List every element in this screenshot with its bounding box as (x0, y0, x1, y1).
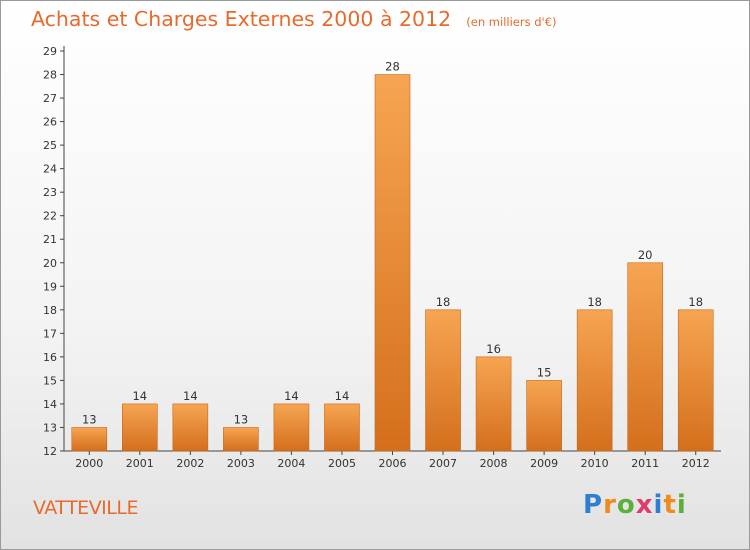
x-tick-label: 2005 (328, 457, 356, 470)
y-tick-label: 22 (43, 210, 57, 223)
chart-title: Achats et Charges Externes 2000 à 2012 (31, 7, 452, 31)
bar (425, 309, 461, 452)
logo-letter: t (663, 490, 677, 520)
logo-letter: i (653, 490, 664, 520)
bar (223, 427, 259, 452)
bar (122, 403, 158, 452)
logo-letter: i (676, 490, 687, 520)
x-tick-label: 2009 (530, 457, 558, 470)
y-tick-label: 14 (43, 398, 57, 411)
bars (71, 74, 714, 452)
bar (374, 74, 411, 452)
bar (71, 427, 108, 452)
bar-value-label: 14 (183, 389, 198, 403)
y-tick-label: 28 (43, 69, 57, 82)
bar (324, 403, 360, 452)
bar-value-label: 28 (385, 60, 400, 74)
x-tick-label: 2002 (176, 457, 204, 470)
bar-value-label: 16 (486, 342, 501, 356)
y-tick-label: 27 (43, 92, 57, 105)
y-tick-label: 24 (43, 163, 57, 176)
bar-value-label: 14 (132, 389, 147, 403)
bar-value-label: 14 (335, 389, 350, 403)
x-tick-label: 2007 (429, 457, 457, 470)
bar (677, 309, 714, 452)
y-tick-label: 16 (43, 351, 57, 364)
value-labels: 13 14 14 13 14 14 28 18 16 15 18 20 18 (82, 60, 703, 427)
y-tick-label: 19 (43, 280, 57, 293)
y-tick-label: 20 (43, 257, 57, 270)
bar (475, 356, 512, 452)
y-tick-label: 26 (43, 116, 57, 129)
chart-subtitle: (en milliers d'€) (466, 15, 557, 29)
y-tick-label: 21 (43, 233, 57, 246)
axes: 12 13 14 15 16 17 18 19 20 21 22 23 24 25 26 27 28 29 2000… (43, 45, 721, 470)
bar-value-label: 18 (436, 295, 451, 309)
bar-value-label: 14 (284, 389, 299, 403)
x-tick-label: 2004 (277, 457, 305, 470)
title-row: Achats et Charges Externes 2000 à 2012 (… (31, 7, 557, 31)
bar-value-label: 13 (234, 412, 249, 426)
y-tick-label: 13 (43, 421, 57, 434)
bar-value-label: 20 (638, 248, 653, 262)
logo-letter: P (583, 490, 604, 520)
bar (576, 309, 613, 452)
bar-value-label: 18 (688, 295, 703, 309)
logo-letter: r (603, 490, 617, 520)
x-tick-label: 2008 (480, 457, 508, 470)
logo-letter: o (616, 490, 636, 520)
bar (273, 403, 310, 452)
y-tick-label: 29 (43, 45, 57, 58)
y-tick-label: 23 (43, 186, 57, 199)
proxiti-logo[interactable]: Proxiti (583, 490, 687, 520)
bar (526, 380, 562, 452)
y-tick-label: 17 (43, 327, 57, 340)
bar-value-label: 15 (537, 365, 552, 379)
y-tick-label: 18 (43, 304, 57, 317)
commune-name: VATTEVILLE (33, 497, 138, 519)
bar (172, 403, 209, 452)
x-tick-label: 2011 (631, 457, 659, 470)
bar-value-label: 18 (587, 295, 602, 309)
x-tick-label: 2000 (75, 457, 103, 470)
x-tick-label: 2001 (126, 457, 154, 470)
y-tick-label: 15 (43, 374, 57, 387)
logo-letter: x (635, 490, 654, 520)
bar (627, 262, 663, 452)
x-tick-label: 2010 (581, 457, 609, 470)
x-tick-label: 2003 (227, 457, 255, 470)
bar-value-label: 13 (82, 412, 97, 426)
x-tick-label: 2012 (682, 457, 710, 470)
y-tick-label: 12 (43, 445, 57, 458)
y-tick-label: 25 (43, 139, 57, 152)
x-tick-label: 2006 (379, 457, 407, 470)
